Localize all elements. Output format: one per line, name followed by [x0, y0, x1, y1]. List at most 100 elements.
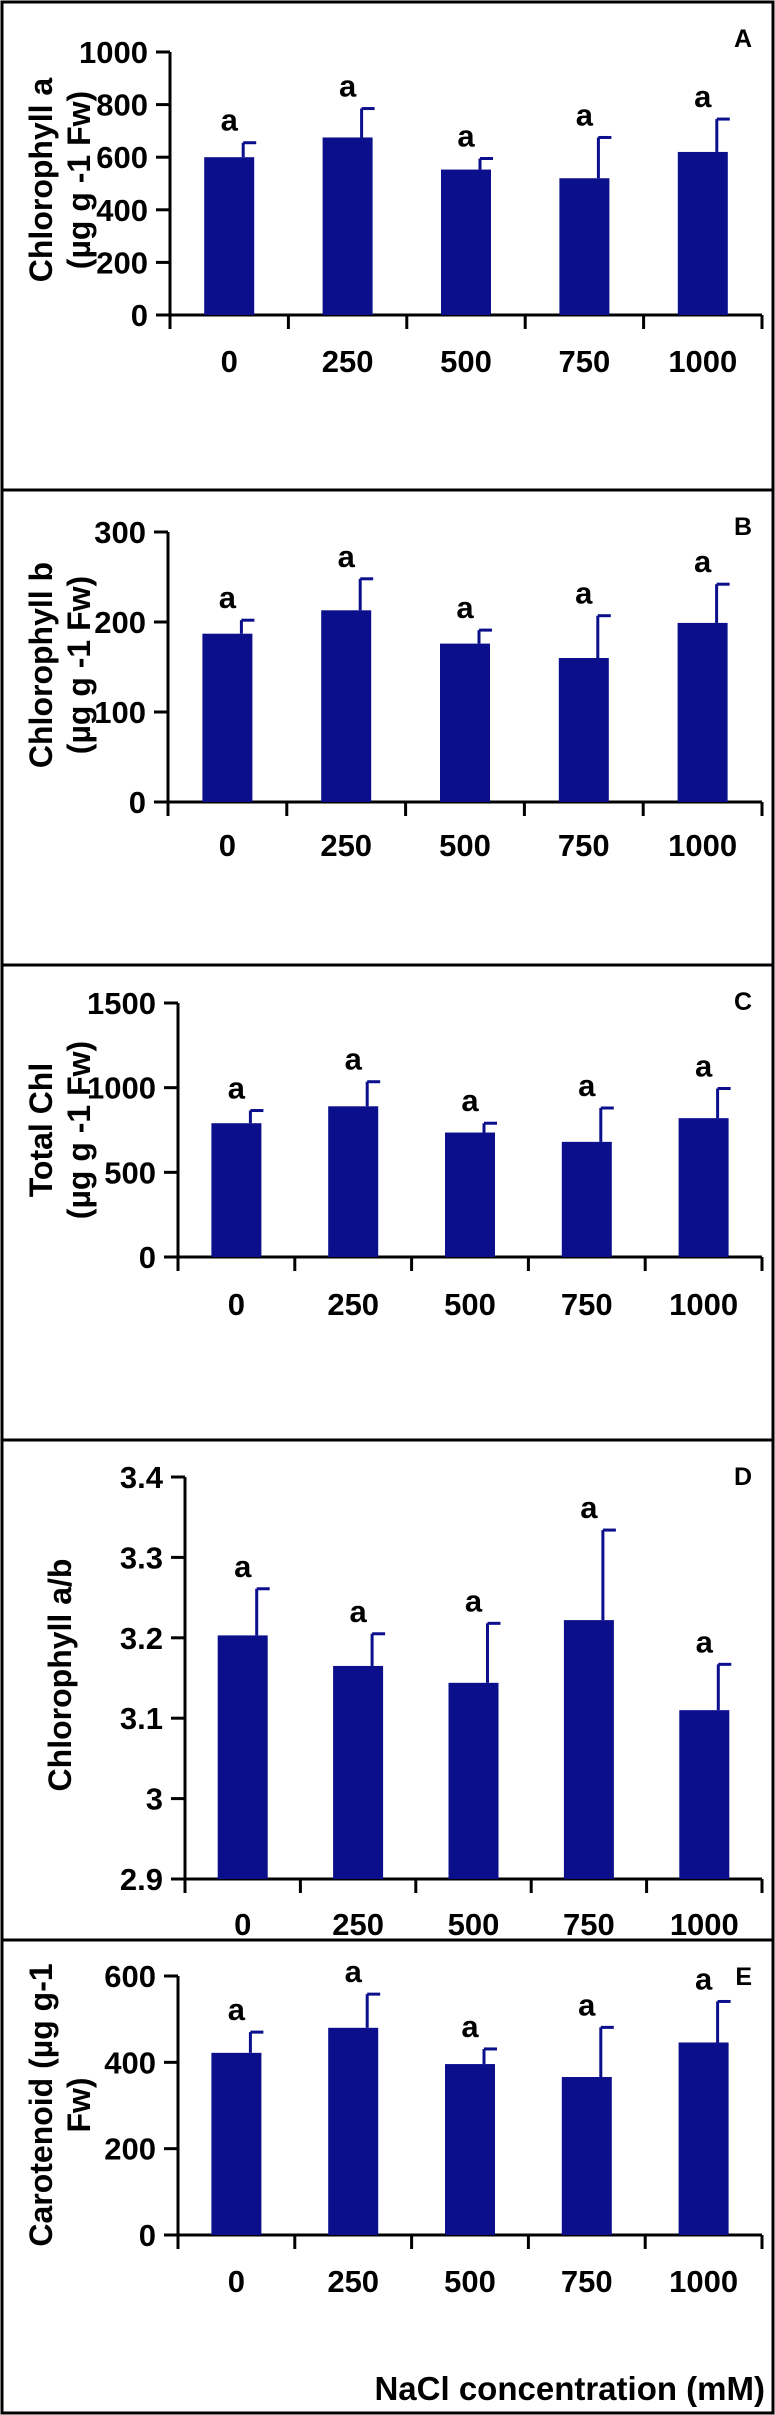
- x-tick-label: 750: [563, 1907, 615, 1942]
- panel-frame: [0, 1938, 775, 2415]
- y-tick-label: 800: [96, 88, 148, 123]
- significance-label: a: [338, 539, 356, 574]
- y-axis-label-line: Carotenoid (µg g-1: [23, 1963, 59, 2246]
- panel-letter: A: [734, 25, 752, 53]
- significance-label: a: [576, 97, 594, 132]
- y-axis-label-line: Chlorophyll b: [23, 562, 59, 768]
- x-tick-label: 1000: [669, 2264, 738, 2299]
- y-tick-label: 500: [104, 1155, 156, 1190]
- x-tick-label: 0: [228, 1287, 245, 1322]
- y-tick-label: 1000: [79, 35, 148, 70]
- x-tick-label: 1000: [670, 1907, 739, 1942]
- y-axis-label-line: Chlorophyll a/b: [42, 1559, 78, 1792]
- x-axis-title: NaCl concentration (mM): [374, 2370, 765, 2407]
- bar-0: [211, 1123, 262, 1257]
- significance-label: a: [580, 1490, 598, 1525]
- x-tick-label: 0: [228, 2264, 245, 2299]
- chart-panel-e: 0 200 400 600 a 0 a 250 a 500 a 750 a 1000 E Carotenoid…: [0, 1938, 775, 2415]
- significance-label: a: [345, 1042, 363, 1077]
- bar-750: [561, 2077, 612, 2235]
- x-tick-label: 250: [332, 1907, 384, 1942]
- y-tick-label: 1000: [87, 1071, 156, 1106]
- chart-panel-b: 0 100 200 300 a 0 a 250 a 500 a 750 a 1000 B Chlorophyl…: [0, 488, 775, 967]
- y-tick-label: 200: [94, 605, 146, 640]
- significance-label: a: [345, 1954, 363, 1989]
- y-tick-label: 600: [104, 1959, 156, 1994]
- x-tick-label: 0: [234, 1907, 251, 1942]
- y-tick-label: 0: [139, 2218, 156, 2253]
- bar-750: [558, 658, 609, 802]
- chart-panel-d: 2.9 3 3.1 3.2 3.3 3.4 a 0 a 250 a 500 a 750 a 1000 D Chlo…: [0, 1438, 775, 1942]
- y-tick-label: 3.3: [120, 1540, 163, 1575]
- bar-0: [204, 157, 255, 315]
- y-tick-label: 3.4: [120, 1460, 164, 1495]
- x-tick-label: 0: [221, 344, 238, 379]
- y-axis-label: Carotenoid (µg g-1 Fw): [23, 1963, 97, 2246]
- bar-250: [328, 1106, 379, 1257]
- y-tick-label: 400: [104, 2045, 156, 2080]
- significance-label: a: [578, 1987, 596, 2022]
- significance-label: a: [694, 79, 712, 114]
- x-tick-label: 750: [559, 344, 611, 379]
- significance-label: a: [339, 69, 357, 104]
- bar-1000: [678, 1118, 729, 1257]
- bar-1000: [678, 2042, 729, 2235]
- panel-frame: [0, 488, 775, 967]
- x-tick-label: 250: [322, 344, 374, 379]
- y-tick-label: 0: [129, 785, 146, 820]
- y-axis-label: Chlorophyll a/b: [42, 1559, 78, 1792]
- bar-0: [217, 1635, 268, 1879]
- y-tick-label: 1500: [87, 986, 156, 1021]
- significance-label: a: [461, 1083, 479, 1118]
- significance-label: a: [465, 1583, 483, 1618]
- significance-label: a: [461, 2009, 479, 2044]
- significance-label: a: [578, 1068, 596, 1103]
- significance-label: a: [575, 576, 593, 611]
- panel-letter: D: [734, 1463, 752, 1491]
- x-tick-label: 750: [561, 2264, 613, 2299]
- bar-500: [441, 169, 491, 315]
- chart-panel-a: 0 200 400 600 800 1000 a 0 a 250 a 500 a 750 a 1000 A Chl…: [0, 0, 775, 492]
- y-tick-label: 3: [146, 1782, 163, 1817]
- significance-label: a: [457, 119, 475, 154]
- significance-label: a: [219, 580, 237, 615]
- x-tick-label: 1000: [668, 828, 737, 863]
- x-tick-label: 750: [561, 1287, 613, 1322]
- significance-label: a: [695, 1961, 713, 1996]
- bar-1000: [677, 151, 728, 315]
- significance-label: a: [228, 1071, 246, 1106]
- significance-label: a: [694, 544, 712, 579]
- bar-750: [563, 1620, 614, 1879]
- chart-panel-c: 0 500 1000 1500 a 0 a 250 a 500 a 750 a 1000 C Total Ch…: [0, 963, 775, 1442]
- x-tick-label: 750: [558, 828, 610, 863]
- y-axis-label-line: (µg g -1 Fw): [61, 576, 97, 754]
- bar-1000: [679, 1710, 730, 1879]
- significance-label: a: [221, 103, 239, 138]
- bar-250: [321, 610, 372, 802]
- bar-250: [333, 1665, 384, 1879]
- bar-1000: [677, 622, 728, 802]
- bar-500: [445, 1132, 495, 1257]
- significance-label: a: [695, 1049, 713, 1084]
- y-tick-label: 0: [139, 1240, 156, 1275]
- x-tick-label: 500: [444, 2264, 496, 2299]
- y-axis-label-line: Total Chl: [23, 1063, 59, 1198]
- panel-letter: B: [734, 513, 752, 541]
- y-tick-label: 600: [96, 140, 148, 175]
- y-tick-label: 0: [131, 298, 148, 333]
- y-axis-label: Chlorophyll b (µg g -1 Fw): [23, 562, 97, 768]
- x-tick-label: 1000: [668, 344, 737, 379]
- x-tick-label: 500: [448, 1907, 500, 1942]
- y-tick-label: 300: [94, 515, 146, 550]
- y-axis-label: Chlorophyll a (µg g -1 Fw): [23, 78, 97, 283]
- y-axis-label-line: Chlorophyll a: [23, 78, 59, 283]
- y-tick-label: 3.2: [120, 1621, 163, 1656]
- y-tick-label: 200: [104, 2132, 156, 2167]
- x-tick-label: 250: [320, 828, 372, 863]
- bar-500: [440, 643, 490, 802]
- bar-0: [211, 2052, 262, 2235]
- bar-750: [559, 178, 610, 315]
- significance-label: a: [696, 1624, 714, 1659]
- y-tick-label: 200: [96, 245, 148, 280]
